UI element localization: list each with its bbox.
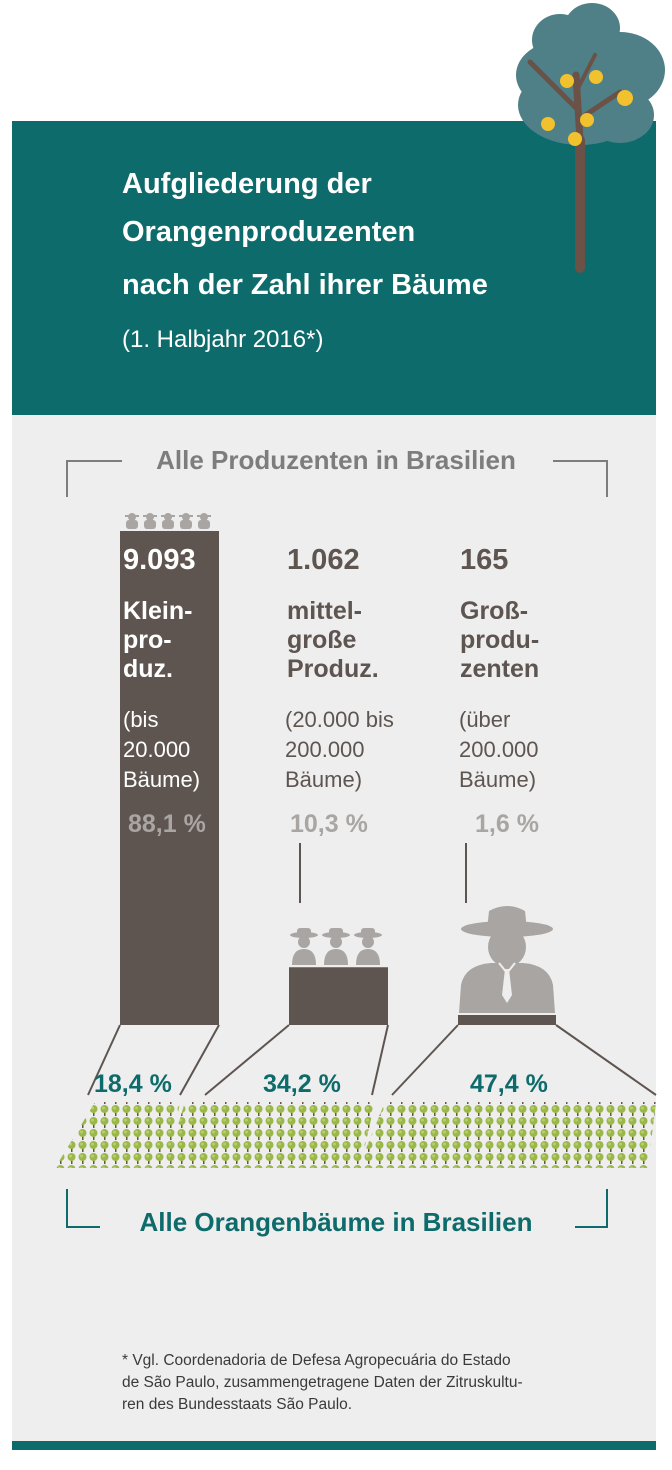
connector-medium-right xyxy=(371,1024,389,1096)
label-large-producers: Groß- produ- zenten xyxy=(460,597,540,683)
range-large-producers: (über 200.000 Bäume) xyxy=(459,707,539,792)
footnote-line-1: * Vgl. Coordenadoria de Defesa Agropecuá… xyxy=(122,1352,511,1369)
grove-medium xyxy=(165,1102,375,1168)
label-small-producers: Klein- pro- duz. xyxy=(123,597,193,683)
share-medium-producers: 10,3 % xyxy=(290,810,368,838)
connector-medium-left xyxy=(204,1024,290,1096)
bar-medium-producers xyxy=(289,967,388,1025)
footnote: * Vgl. Coordenadoria de Defesa Agropecuá… xyxy=(122,1350,622,1416)
grove-large xyxy=(358,1102,656,1168)
large-farmer-icon xyxy=(459,906,555,1013)
title-line-2: Orangenproduzenten xyxy=(122,216,416,248)
footnote-line-3: ren des Bundesstaats São Paulo. xyxy=(122,1396,353,1413)
count-large-producers: 165 xyxy=(460,544,509,576)
connector-large-left xyxy=(391,1024,459,1096)
subtitle: (1. Halbjahr 2016*) xyxy=(122,326,324,353)
title-line-3: nach der Zahl ihrer Bäume xyxy=(122,269,488,301)
header-banner xyxy=(12,121,656,415)
range-medium-producers: (20.000 bis 200.000 Bäume) xyxy=(285,707,394,792)
orange-tree-icon xyxy=(516,3,665,273)
section-title-trees: Alle Orangenbäume in Brasilien xyxy=(139,1207,533,1237)
share-small-producers: 88,1 % xyxy=(128,810,206,838)
small-farmers-icon xyxy=(125,513,211,529)
connector-small-right xyxy=(179,1024,220,1096)
count-small-producers: 9.093 xyxy=(123,544,196,576)
share-large-producers: 1,6 % xyxy=(475,810,539,838)
count-medium-producers: 1.062 xyxy=(287,544,360,576)
range-small-producers: (bis 20.000 Bäume) xyxy=(123,707,201,792)
medium-farmers-icon xyxy=(290,928,382,965)
title-line-1: Aufgliederung der xyxy=(122,168,372,200)
bottom-bar xyxy=(12,1441,656,1450)
connector-large-right xyxy=(555,1024,657,1096)
bar-small-producers xyxy=(120,531,219,1025)
tree-share-large: 47,4 % xyxy=(470,1070,548,1098)
bar-large-producers xyxy=(458,1015,556,1025)
label-medium-producers: mittel- große Produz. xyxy=(287,597,379,683)
grove-small xyxy=(55,1102,180,1168)
tree-share-small: 18,4 % xyxy=(94,1070,172,1098)
tree-share-medium: 34,2 % xyxy=(263,1070,341,1098)
connector-small-left xyxy=(87,1024,121,1096)
footnote-line-2: de São Paulo, zusammengetragene Daten de… xyxy=(122,1374,523,1391)
section-title-producers: Alle Produzenten in Brasilien xyxy=(156,445,516,475)
